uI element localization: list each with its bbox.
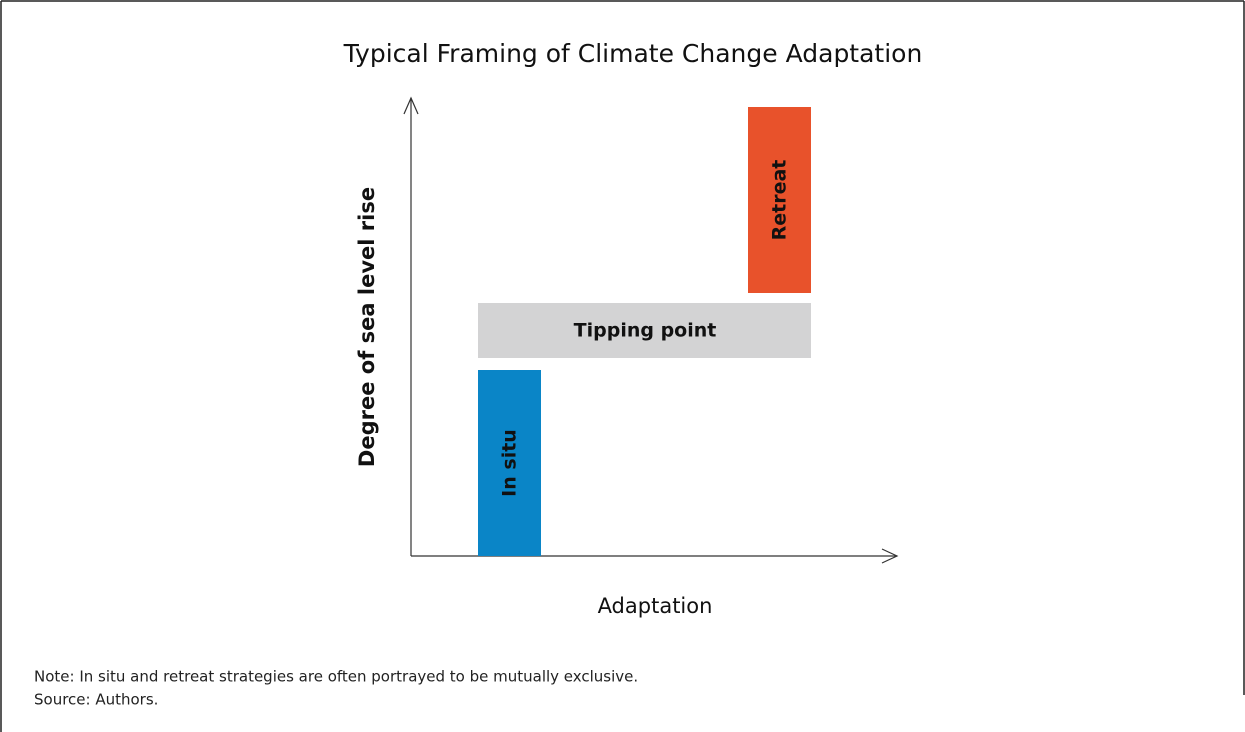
note: Note: In situ and retreat strategies are…: [34, 668, 638, 686]
in-situ-label: In situ: [499, 429, 521, 497]
x-axis-label: Adaptation: [598, 594, 713, 618]
in-situ-box: [478, 370, 541, 556]
retreat-box: [748, 107, 811, 293]
y-axis-label: Degree of sea level rise: [355, 187, 379, 467]
tipping-point-label: Tipping point: [574, 320, 717, 342]
retreat-label: Retreat: [769, 160, 791, 241]
title: Typical Framing of Climate Change Adapta…: [343, 39, 923, 68]
source: Source: Authors.: [34, 691, 158, 709]
tipping-point-box: [478, 303, 811, 358]
